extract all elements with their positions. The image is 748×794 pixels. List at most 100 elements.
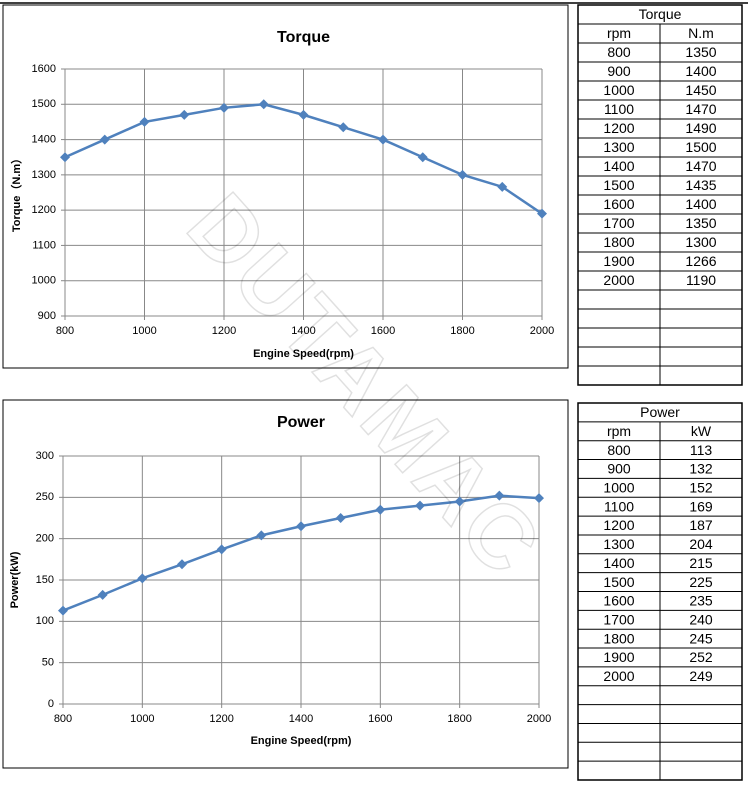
table-cell: 1300 — [685, 234, 716, 250]
data-point — [216, 544, 227, 555]
data-point — [454, 496, 465, 507]
data-point — [537, 208, 547, 219]
data-point — [177, 559, 187, 570]
table-cell: 1800 — [603, 234, 634, 250]
table-cell: 1900 — [603, 253, 634, 269]
table-cell: 1400 — [603, 158, 634, 174]
table-cell: 1100 — [604, 498, 634, 514]
x-tick-label: 2000 — [530, 325, 554, 337]
y-tick-label: 1100 — [32, 239, 56, 251]
x-tick-label: 800 — [56, 325, 74, 337]
x-tick-label: 1200 — [212, 325, 236, 337]
data-point — [58, 605, 68, 616]
table-cell: 1200 — [603, 120, 634, 136]
table-cell: 215 — [689, 555, 713, 571]
y-tick-label: 300 — [36, 450, 54, 462]
table-cell: 1470 — [685, 158, 716, 174]
data-point — [99, 134, 110, 145]
table-cell: 1400 — [685, 63, 716, 79]
table-cell: 1800 — [603, 630, 634, 646]
chart-title: Power — [277, 414, 325, 431]
data-point — [497, 181, 508, 192]
table-title: Torque — [639, 6, 682, 22]
data-point — [97, 589, 108, 600]
x-tick-label: 800 — [54, 713, 72, 725]
y-tick-label: 150 — [36, 574, 54, 586]
data-point — [415, 500, 425, 511]
x-tick-label: 1200 — [209, 713, 233, 725]
data-point — [534, 493, 544, 504]
table-cell: 900 — [607, 63, 631, 79]
data-point — [378, 134, 388, 145]
table-cell: 240 — [689, 611, 713, 627]
x-tick-label: 1000 — [130, 713, 154, 725]
data-point — [179, 109, 190, 120]
table-cell: 1500 — [685, 139, 716, 155]
y-tick-label: 50 — [42, 657, 54, 669]
table-cell: 1400 — [603, 555, 634, 571]
table-cell: 252 — [689, 649, 713, 665]
table-cell: 1300 — [603, 139, 634, 155]
table-cell: 1700 — [603, 215, 634, 231]
data-point — [457, 169, 468, 180]
data-point — [417, 152, 428, 163]
y-tick-label: 1200 — [32, 204, 56, 216]
y-tick-label: 1400 — [32, 133, 56, 145]
table-cell: 204 — [689, 536, 713, 552]
x-tick-label: 1000 — [132, 325, 156, 337]
data-point — [298, 109, 309, 120]
data-point — [137, 573, 148, 584]
table-cell: 1350 — [685, 44, 716, 60]
table-cell: 169 — [689, 498, 713, 514]
table-cell: 800 — [607, 44, 631, 60]
table-cell: 187 — [689, 517, 713, 533]
data-point — [256, 530, 267, 541]
table-cell: 1000 — [603, 82, 634, 98]
x-tick-label: 1400 — [291, 325, 315, 337]
table-cell: 1200 — [603, 517, 634, 533]
table-cell: 1000 — [603, 480, 634, 496]
data-point — [219, 102, 229, 113]
table-cell: 113 — [690, 442, 713, 458]
data-point — [60, 152, 70, 163]
y-axis-label: Torque（N.m） — [10, 153, 23, 232]
table-cell: 1266 — [685, 253, 716, 269]
table-header: kW — [691, 423, 712, 439]
table-cell: 1435 — [685, 177, 716, 193]
table-cell: 1450 — [685, 82, 716, 98]
table-cell: 235 — [689, 593, 713, 609]
chart-title: Torque — [277, 29, 330, 46]
y-tick-label: 1000 — [32, 275, 56, 287]
y-tick-label: 100 — [36, 615, 54, 627]
table-cell: 1470 — [685, 101, 716, 117]
table-cell: 1600 — [603, 196, 634, 212]
y-tick-label: 1600 — [32, 63, 56, 75]
x-tick-label: 1600 — [368, 713, 392, 725]
table-cell: 2000 — [603, 272, 634, 288]
table-cell: 800 — [607, 442, 631, 458]
data-point — [296, 521, 306, 532]
x-tick-label: 1400 — [289, 713, 313, 725]
table-header: rpm — [607, 25, 631, 41]
y-tick-label: 0 — [48, 698, 54, 710]
table-cell: 245 — [689, 630, 713, 646]
table-cell: 900 — [607, 461, 631, 477]
table-cell: 225 — [689, 574, 713, 590]
table-cell: 1100 — [604, 101, 634, 117]
x-tick-label: 2000 — [527, 713, 551, 725]
data-point — [335, 513, 346, 523]
chart-frame — [2, 4, 569, 369]
x-tick-label: 1800 — [447, 713, 471, 725]
table-cell: 249 — [689, 668, 713, 684]
table-header: rpm — [607, 423, 631, 439]
table-cell: 1500 — [603, 177, 634, 193]
x-axis-label: Engine Speed(rpm) — [251, 735, 352, 747]
table-cell: 1300 — [603, 536, 634, 552]
table-cell: 1190 — [686, 272, 716, 288]
y-tick-label: 1500 — [32, 98, 56, 110]
data-point — [139, 116, 150, 127]
table-cell: 1600 — [603, 593, 634, 609]
y-tick-label: 900 — [38, 310, 56, 322]
table-cell: 2000 — [603, 668, 634, 684]
table-cell: 1490 — [685, 120, 716, 136]
